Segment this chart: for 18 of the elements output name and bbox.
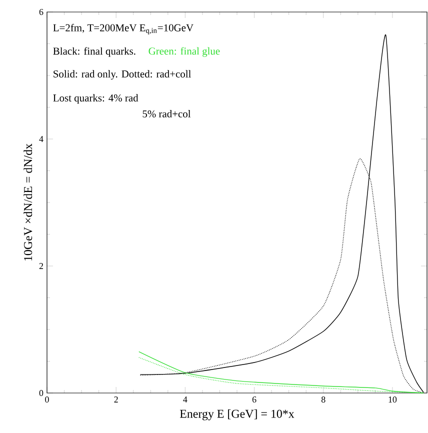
x-tick-label: 6 — [252, 396, 256, 403]
x-tick-label: 2 — [114, 396, 118, 402]
annotation: Solid: rad only. Dotted: rad+coll — [54, 70, 191, 80]
y-axis-title: 10GeV ×dN/dE = dN/dx — [24, 144, 32, 260]
y-tick-label: 6 — [39, 8, 44, 16]
annotation: Green: final glue — [148, 47, 220, 57]
x-axis-title: Energy E [GeV] = 10*x — [180, 409, 294, 420]
x-tick-label: 8 — [321, 396, 326, 403]
x-tick-label: 10 — [388, 396, 397, 403]
y-tick-label: 4 — [39, 136, 44, 142]
annotation: Lost quarks: 4% rad — [53, 94, 138, 104]
annotation: 5% rad+col — [142, 110, 191, 118]
x-tick-label: 0 — [45, 396, 49, 403]
annotation: Black: final quarks. — [53, 47, 136, 57]
y-tick-label: 2 — [39, 263, 43, 269]
y-tick-label: 0 — [39, 390, 44, 396]
annotation: L=2fm, T=200MeV E$_{q,in}$=10GeV — [53, 24, 194, 34]
x-tick-label: 4 — [183, 396, 188, 402]
